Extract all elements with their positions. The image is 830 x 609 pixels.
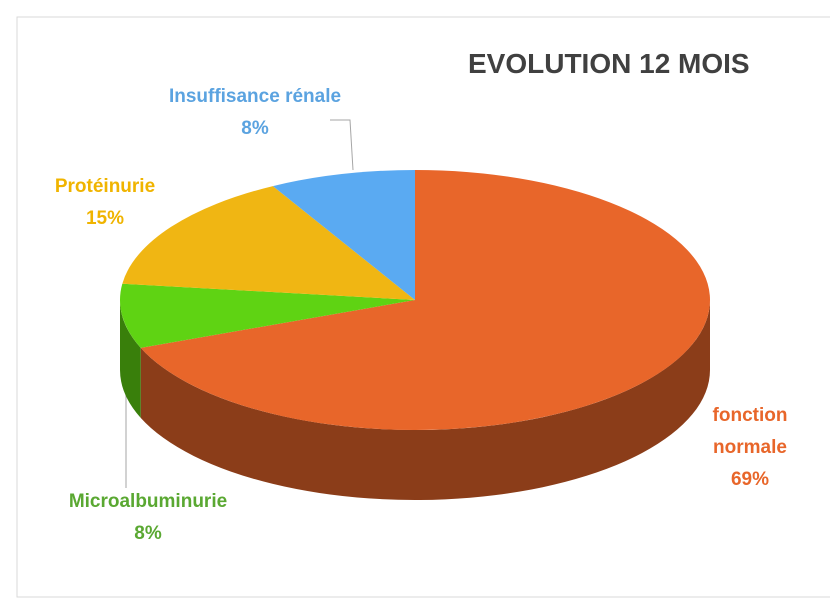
chart-border: [16, 16, 830, 598]
slice-side: [120, 300, 141, 418]
leader-line: [330, 119, 354, 171]
slice: [122, 186, 415, 300]
slice-side: [140, 300, 710, 500]
slice: [272, 170, 415, 300]
category-label: Protéinurie: [54, 176, 156, 197]
value-label: 8%: [134, 523, 162, 544]
data-label: Microalbuminurie 8%: [68, 486, 228, 550]
data-label: Protéinurie 15%: [30, 171, 180, 235]
data-label: fonction normale 69%: [700, 400, 800, 496]
value-label: 8%: [241, 118, 269, 139]
category-label: fonction normale: [712, 405, 788, 458]
data-label: Insuffisance rénale 8%: [140, 81, 370, 145]
slice: [119, 283, 415, 348]
slice: [140, 170, 710, 430]
category-label: Insuffisance rénale: [168, 86, 342, 107]
value-label: 15%: [85, 208, 125, 229]
value-label: 69%: [730, 469, 770, 490]
category-label: Microalbuminurie: [68, 491, 228, 512]
chart-title: EVOLUTION 12 MOIS: [468, 48, 750, 79]
